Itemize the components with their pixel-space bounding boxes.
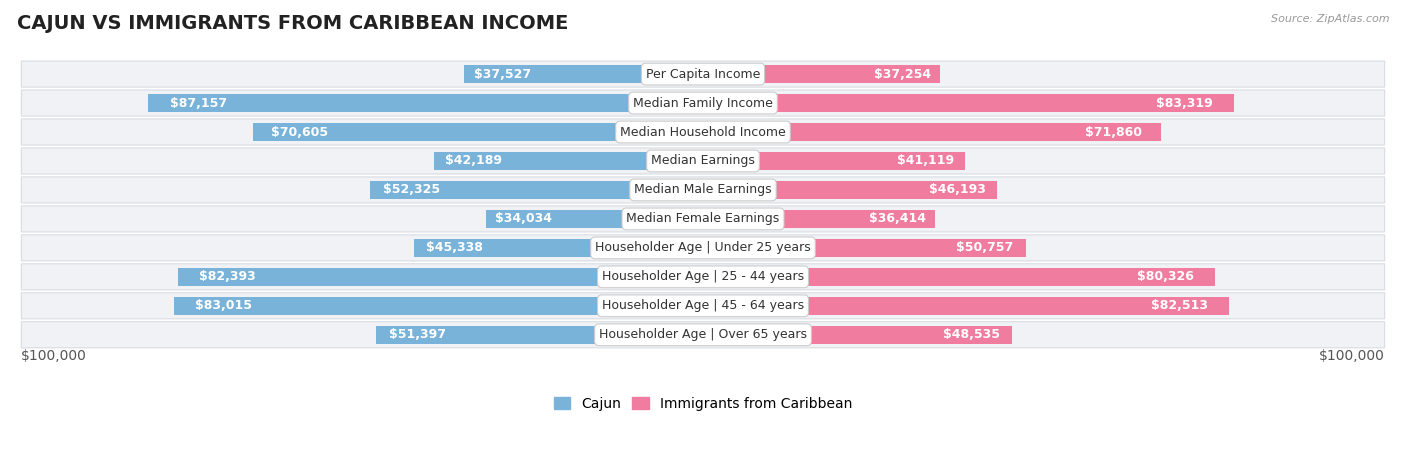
Text: $51,397: $51,397 (388, 328, 446, 341)
Bar (434, 152, 703, 170)
Text: $48,535: $48,535 (943, 328, 1000, 341)
Text: Householder Age | 25 - 44 years: Householder Age | 25 - 44 years (602, 270, 804, 283)
Text: Median Earnings: Median Earnings (651, 155, 755, 168)
Text: Median Family Income: Median Family Income (633, 97, 773, 110)
Text: $82,393: $82,393 (200, 270, 256, 283)
Text: CAJUN VS IMMIGRANTS FROM CARIBBEAN INCOME: CAJUN VS IMMIGRANTS FROM CARIBBEAN INCOM… (17, 14, 568, 33)
Bar (703, 181, 997, 199)
FancyBboxPatch shape (21, 90, 1385, 116)
FancyBboxPatch shape (21, 235, 1385, 261)
FancyBboxPatch shape (21, 322, 1385, 348)
Text: Median Female Earnings: Median Female Earnings (627, 212, 779, 226)
FancyBboxPatch shape (21, 61, 1385, 87)
Bar (703, 123, 1161, 141)
Text: $83,319: $83,319 (1156, 97, 1212, 110)
Text: $52,325: $52,325 (382, 184, 440, 197)
Text: $100,000: $100,000 (1319, 349, 1385, 362)
Text: $41,119: $41,119 (897, 155, 955, 168)
Text: Householder Age | Under 25 years: Householder Age | Under 25 years (595, 241, 811, 255)
Text: $80,326: $80,326 (1137, 270, 1194, 283)
Bar (370, 181, 703, 199)
Text: $83,015: $83,015 (195, 299, 252, 312)
Legend: Cajun, Immigrants from Caribbean: Cajun, Immigrants from Caribbean (548, 391, 858, 417)
Bar (703, 297, 1229, 315)
Bar (415, 239, 703, 257)
FancyBboxPatch shape (21, 148, 1385, 174)
Bar (703, 326, 1012, 344)
Text: $50,757: $50,757 (956, 241, 1014, 255)
Bar (703, 94, 1234, 112)
FancyBboxPatch shape (21, 206, 1385, 232)
FancyBboxPatch shape (21, 119, 1385, 145)
Bar (253, 123, 703, 141)
Text: Source: ZipAtlas.com: Source: ZipAtlas.com (1271, 14, 1389, 24)
Text: $46,193: $46,193 (928, 184, 986, 197)
Bar (703, 268, 1215, 286)
Bar (703, 65, 941, 83)
Text: $42,189: $42,189 (444, 155, 502, 168)
Text: Householder Age | 45 - 64 years: Householder Age | 45 - 64 years (602, 299, 804, 312)
Text: $37,527: $37,527 (474, 68, 530, 81)
Text: $34,034: $34,034 (495, 212, 553, 226)
Bar (703, 210, 935, 228)
Text: $36,414: $36,414 (869, 212, 925, 226)
FancyBboxPatch shape (21, 264, 1385, 290)
Bar (174, 297, 703, 315)
Text: $70,605: $70,605 (271, 126, 329, 139)
Text: $87,157: $87,157 (170, 97, 228, 110)
Text: $71,860: $71,860 (1085, 126, 1143, 139)
Text: Median Male Earnings: Median Male Earnings (634, 184, 772, 197)
Bar (148, 94, 703, 112)
Text: $100,000: $100,000 (21, 349, 87, 362)
FancyBboxPatch shape (21, 177, 1385, 203)
Text: $45,338: $45,338 (426, 241, 482, 255)
Bar (703, 152, 965, 170)
Text: $82,513: $82,513 (1150, 299, 1208, 312)
Text: Median Household Income: Median Household Income (620, 126, 786, 139)
Text: Per Capita Income: Per Capita Income (645, 68, 761, 81)
FancyBboxPatch shape (21, 293, 1385, 319)
Bar (179, 268, 703, 286)
Bar (486, 210, 703, 228)
Text: $37,254: $37,254 (873, 68, 931, 81)
Bar (375, 326, 703, 344)
Bar (703, 239, 1026, 257)
Bar (464, 65, 703, 83)
Text: Householder Age | Over 65 years: Householder Age | Over 65 years (599, 328, 807, 341)
